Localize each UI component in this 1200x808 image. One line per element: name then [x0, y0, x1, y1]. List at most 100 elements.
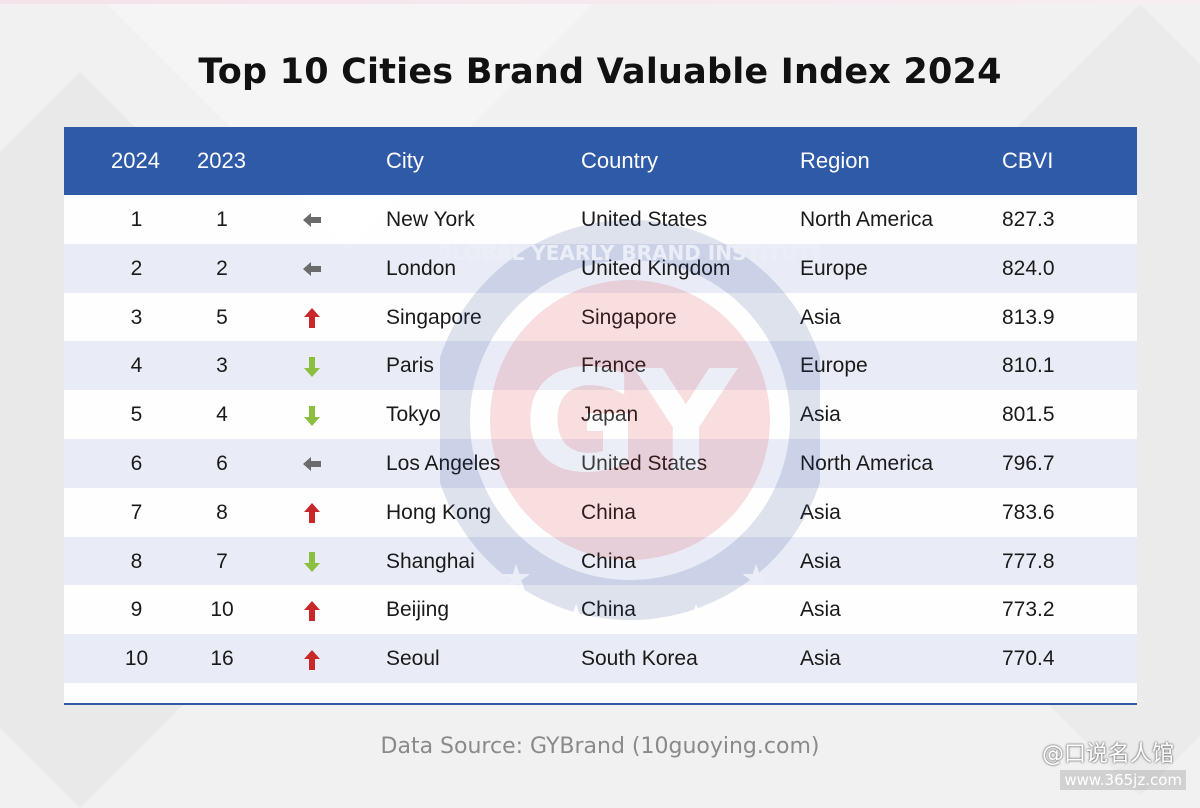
rank-down-arrow-icon: [304, 356, 320, 377]
table-bottom-rule: [64, 702, 1137, 705]
rank-unchanged-arrow-icon: [303, 213, 321, 228]
country-cell: France: [581, 354, 647, 378]
rank-2023-cell: 1: [216, 208, 228, 231]
page-title: Top 10 Cities Brand Valuable Index 2024: [198, 52, 1002, 92]
rank-2023-cell: 16: [210, 647, 234, 671]
rank-up-arrow-icon: [304, 600, 320, 621]
rank-change-cell: [294, 293, 330, 342]
city-cell: London: [386, 256, 457, 280]
rank-change-cell: [294, 195, 330, 244]
rank-2024-cell: 9: [130, 598, 143, 622]
rank-2024-cell: 7: [130, 500, 143, 524]
rank-2023-cell: 2: [216, 256, 228, 280]
cbvi-cell: 796.7: [1002, 451, 1055, 475]
cbvi-cell: 783.6: [1002, 500, 1055, 524]
table-row: 8 7 Shanghai China Asia 777.8: [64, 536, 1137, 586]
city-cell: Los Angeles: [386, 451, 501, 475]
region-cell: North America: [800, 208, 934, 231]
header-cbvi: CBVI: [1002, 148, 1054, 173]
rank-2024-cell: 2: [130, 256, 143, 280]
rank-change-cell: [294, 537, 330, 586]
rank-up-arrow-icon: [304, 649, 320, 670]
city-cell: Seoul: [386, 647, 440, 671]
table-row: 3 5 Singapore Singapore Asia 813.9: [64, 292, 1137, 342]
region-cell: North America: [800, 451, 934, 475]
cbvi-cell: 777.8: [1002, 549, 1055, 573]
region-cell: Europe: [800, 256, 868, 280]
country-cell: United Kingdom: [581, 256, 731, 280]
rank-down-arrow-icon: [304, 405, 320, 426]
region-cell: Asia: [800, 305, 841, 329]
table-row: 5 4 Tokyo Japan Asia 801.5: [64, 390, 1137, 439]
rank-2023-cell: 4: [216, 403, 228, 427]
rank-change-cell: [294, 488, 330, 537]
country-cell: China: [581, 598, 636, 622]
table-footer-space: [64, 682, 1137, 703]
cbvi-cell: 801.5: [1002, 403, 1055, 427]
header-city: City: [386, 148, 424, 173]
rank-2023-cell: 10: [210, 598, 234, 622]
city-cell: New York: [386, 208, 475, 231]
rank-2023-cell: 6: [216, 451, 228, 475]
table-row: 1 1 New York United States North America 827.…: [64, 195, 1137, 244]
city-cell: Hong Kong: [386, 500, 492, 524]
rank-up-arrow-icon: [304, 503, 320, 524]
site-watermark-name: @口说名人馆: [1041, 742, 1174, 767]
rank-2024-cell: 5: [130, 403, 143, 427]
table-row: 9 10 Beijing China Asia 773.2: [64, 585, 1137, 635]
country-cell: United States: [581, 451, 708, 475]
rank-change-cell: [294, 634, 330, 683]
rank-down-arrow-icon: [304, 552, 320, 573]
country-cell: China: [581, 549, 636, 573]
header-rank-2024: 2024: [111, 148, 160, 173]
data-source-note: Data Source: GYBrand (10guoying.com): [380, 734, 820, 759]
country-cell: China: [581, 500, 636, 524]
region-cell: Asia: [800, 500, 841, 524]
city-cell: Paris: [386, 354, 434, 378]
rank-2024-cell: 3: [130, 305, 143, 329]
rank-2023-cell: 5: [216, 305, 228, 329]
table-body: 1 1 New York United States North America 827.…: [64, 195, 1137, 683]
table-row: 2 2 London United Kingdom Europe 824.0: [64, 243, 1137, 293]
rank-change-cell: [294, 341, 330, 390]
rank-2024-cell: 4: [130, 354, 143, 378]
rank-2023-cell: 8: [216, 500, 228, 524]
rank-unchanged-arrow-icon: [303, 457, 321, 472]
city-cell: Shanghai: [386, 549, 475, 573]
table-row: 10 16 Seoul South Korea Asia 770.4: [64, 634, 1137, 683]
region-cell: Asia: [800, 647, 841, 671]
header-region: Region: [800, 148, 870, 173]
country-cell: South Korea: [581, 647, 698, 671]
table-row: 6 6 Los Angeles United States North America 7…: [64, 438, 1137, 488]
region-cell: Asia: [800, 598, 841, 622]
rank-change-cell: [294, 390, 330, 439]
rank-2023-cell: 3: [216, 354, 228, 378]
top-accent-line: [0, 0, 1200, 4]
country-cell: United States: [581, 208, 708, 231]
rank-up-arrow-icon: [304, 308, 320, 329]
rank-change-cell: [294, 439, 330, 488]
site-watermark-url: www.365jz.com: [1060, 770, 1186, 790]
ranking-table: 2024 2023 City Country Region CBVI 1 1 New…: [64, 127, 1137, 705]
rank-unchanged-arrow-icon: [303, 262, 321, 277]
rank-2024-cell: 10: [124, 647, 149, 671]
rank-2023-cell: 7: [216, 549, 228, 573]
country-cell: Japan: [581, 403, 639, 427]
city-cell: Beijing: [386, 598, 450, 622]
rank-2024-cell: 6: [130, 451, 143, 475]
country-cell: Singapore: [581, 305, 677, 329]
cbvi-cell: 773.2: [1002, 598, 1055, 622]
rank-change-cell: [294, 585, 330, 634]
region-cell: Europe: [800, 354, 868, 378]
cbvi-cell: 810.1: [1002, 354, 1055, 378]
header-rank-2023: 2023: [197, 148, 246, 173]
cbvi-cell: 813.9: [1002, 305, 1055, 329]
header-country: Country: [581, 148, 659, 173]
region-cell: Asia: [800, 549, 841, 573]
table-header: 2024 2023 City Country Region CBVI: [64, 127, 1137, 195]
rank-change-cell: [294, 244, 330, 293]
cbvi-cell: 827.3: [1002, 208, 1055, 231]
table-row: 7 8 Hong Kong China Asia 783.6: [64, 487, 1137, 537]
city-cell: Tokyo: [386, 403, 441, 427]
region-cell: Asia: [800, 403, 841, 427]
